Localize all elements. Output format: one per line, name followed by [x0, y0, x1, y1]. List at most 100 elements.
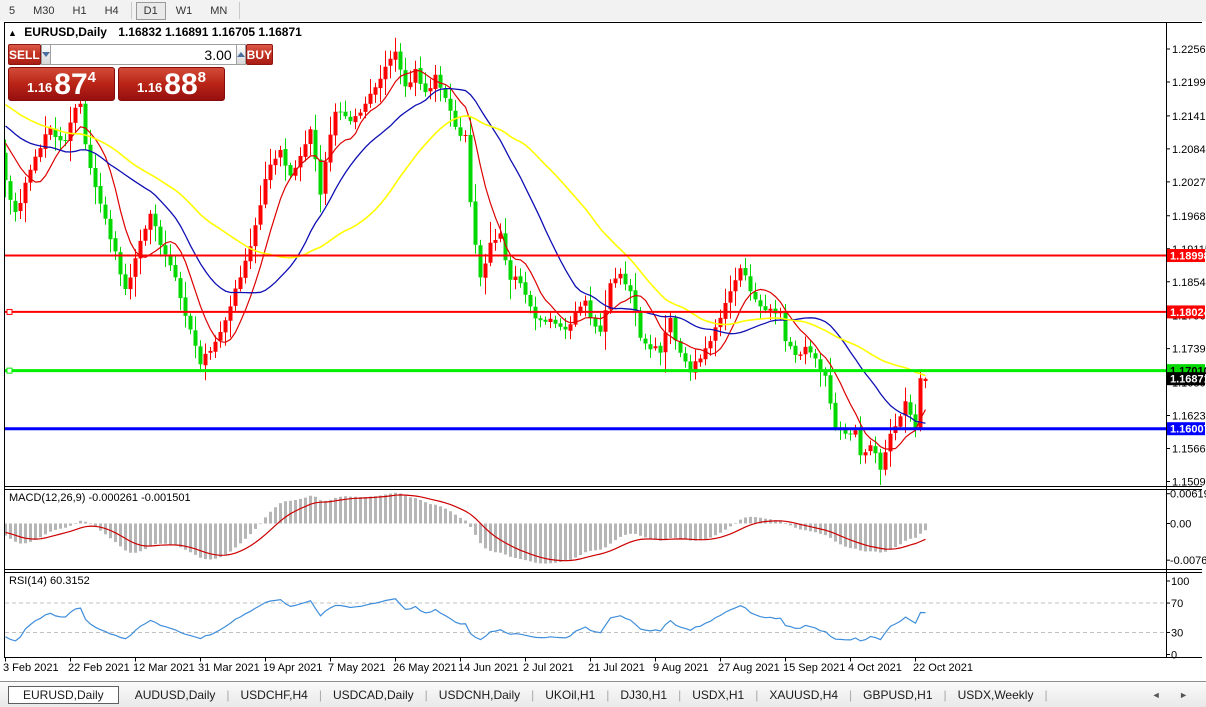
sell-price-display[interactable]: 1.16 87 4 [8, 67, 115, 101]
toolbar-separator [239, 2, 241, 19]
tab-divider: | [424, 687, 428, 702]
price-badge-1.18998 [1167, 249, 1205, 263]
tab-dj30-h1[interactable]: DJ30,H1 [620, 687, 668, 702]
timeframe-toolbar: 5 M30 H1 H4 D1 W1 MN [0, 0, 1206, 21]
date-label: 22 Feb 2021 [68, 662, 130, 674]
sell-button[interactable]: SELL [8, 44, 41, 65]
sell-price-big: 87 [54, 67, 88, 101]
tab-divider: | [606, 687, 610, 702]
tab-divider: | [755, 687, 759, 702]
timeframe-button-mn[interactable]: MN [210, 4, 228, 17]
sma-slow-yellow [5, 104, 926, 377]
tab-usdcad-daily[interactable]: USDCAD,Daily [332, 687, 414, 702]
macd-histogram [5, 492, 927, 564]
macd-scale-label: -0.007623 [1170, 555, 1206, 567]
toolbar-separator [130, 2, 132, 19]
buy-price-big: 88 [164, 67, 198, 101]
volume-increase-button[interactable] [235, 44, 246, 65]
timeframe-button-h4[interactable]: H4 [104, 4, 119, 17]
tab-gbpusd-h1[interactable]: GBPUSD,H1 [863, 687, 933, 702]
timeframe-button-5[interactable]: 5 [9, 4, 16, 17]
date-label: 26 May 2021 [393, 662, 457, 674]
chart-ohlc-values: 1.16832 1.16891 1.16705 1.16871 [118, 25, 302, 39]
tab-scroll-arrows[interactable]: ◄ ► [1151, 689, 1196, 700]
tab-eurusd-daily[interactable]: EURUSD,Daily [8, 685, 119, 704]
tab-audusd-daily[interactable]: AUDUSD,Daily [134, 687, 216, 702]
timeframe-button-h1[interactable]: H1 [72, 4, 87, 17]
date-label: 22 Oct 2021 [913, 662, 973, 674]
volume-input[interactable] [50, 44, 236, 65]
price-axis-label: 1.18545 [1172, 277, 1206, 289]
date-label: 19 Apr 2021 [263, 662, 323, 674]
price-axis-label: 1.15095 [1172, 477, 1206, 489]
rsi-scale-label: 30 [1171, 627, 1183, 639]
date-label: 4 Oct 2021 [848, 662, 902, 674]
price-axis-label: 1.20840 [1172, 144, 1206, 156]
price-badge-text: 1.18024 [1170, 307, 1206, 319]
buy-price-prefix: 1.16 [136, 80, 163, 95]
tab-usdx-weekly[interactable]: USDX,Weekly [957, 687, 1034, 702]
price-axis-label: 1.19685 [1172, 211, 1206, 223]
date-label: 3 Feb 2021 [3, 662, 59, 674]
sell-price-prefix: 1.16 [26, 80, 53, 95]
date-label: 14 Jun 2021 [458, 662, 519, 674]
chart-symbol-label: EURUSD,Daily [24, 25, 107, 39]
timeframe-button-d1[interactable]: D1 [135, 1, 166, 20]
price-badge-1.18024 [1167, 305, 1205, 319]
tab-divider: | [849, 687, 853, 702]
hline-marker-support-green[interactable] [6, 367, 13, 374]
price-badge-1.16871 [1167, 372, 1205, 386]
tab-divider: | [318, 687, 322, 702]
tab-usdchf-h4[interactable]: USDCHF,H4 [240, 687, 308, 702]
macd-scale-label: 0.00 [1170, 519, 1191, 531]
macd-signal-line [5, 494, 926, 562]
price-axis-label: 1.21410 [1172, 111, 1206, 123]
buy-price-display[interactable]: 1.16 88 8 [118, 67, 225, 101]
tab-divider: | [531, 687, 535, 702]
tab-usdx-h1[interactable]: USDX,H1 [692, 687, 745, 702]
collapse-icon[interactable]: ▲ [8, 28, 17, 38]
price-axis-label: 1.15665 [1172, 444, 1206, 456]
candle-bodies-down [5, 51, 918, 470]
date-label: 31 Mar 2021 [198, 662, 260, 674]
candle-wicks-up [20, 37, 926, 476]
price-badge-1.16007 [1167, 422, 1205, 436]
rsi-scale-label: 70 [1171, 598, 1183, 610]
rsi-scale-label: 0 [1171, 650, 1177, 662]
tab-divider: | [1044, 687, 1048, 702]
tab-divider: | [943, 687, 947, 702]
candle-wicks-down [5, 43, 916, 485]
price-axis-label: 1.20270 [1172, 177, 1206, 189]
rsi-scale-label: 100 [1171, 576, 1189, 588]
rsi-line [5, 598, 926, 642]
timeframe-button-w1[interactable]: W1 [175, 4, 193, 17]
volume-decrease-button[interactable] [40, 44, 51, 65]
date-label: 2 Jul 2021 [523, 662, 574, 674]
price-axis-label: 1.17390 [1172, 344, 1206, 356]
buy-button[interactable]: BUY [245, 44, 274, 65]
price-badge-text: 1.16871 [1170, 374, 1206, 386]
arrow-down-icon [41, 52, 50, 57]
tab-xauusd-h4[interactable]: XAUUSD,H4 [769, 687, 839, 702]
date-label: 21 Jul 2021 [588, 662, 645, 674]
sma-mid-blue [5, 87, 926, 424]
date-label: 27 Aug 2021 [718, 662, 780, 674]
chart-title: ▲ EURUSD,Daily 1.16832 1.16891 1.16705 1… [8, 25, 302, 39]
tab-ukoil-h1[interactable]: UKOil,H1 [545, 687, 596, 702]
timeframe-button-m30[interactable]: M30 [33, 4, 55, 17]
price-axis-label: 1.22565 [1172, 44, 1206, 56]
date-axis[interactable]: 3 Feb 2021 22 Feb 2021 12 Mar 2021 31 Mar 2… [0, 658, 1206, 681]
date-label: 12 Mar 2021 [133, 662, 195, 674]
tab-usdcnh-daily[interactable]: USDCNH,Daily [438, 687, 521, 702]
hline-marker-resistance-2[interactable] [6, 308, 13, 315]
price-axis-label: 1.16235 [1172, 411, 1206, 423]
date-label: 9 Aug 2021 [653, 662, 709, 674]
chart-tab-bar: EURUSD,Daily AUDUSD,Daily | USDCHF,H4 | USDCA… [0, 681, 1206, 707]
arrow-up-icon [236, 52, 245, 57]
tab-divider: | [226, 687, 230, 702]
sma-fast-red [5, 69, 927, 450]
macd-indicator-label: MACD(12,26,9) -0.000261 -0.001501 [9, 492, 191, 504]
